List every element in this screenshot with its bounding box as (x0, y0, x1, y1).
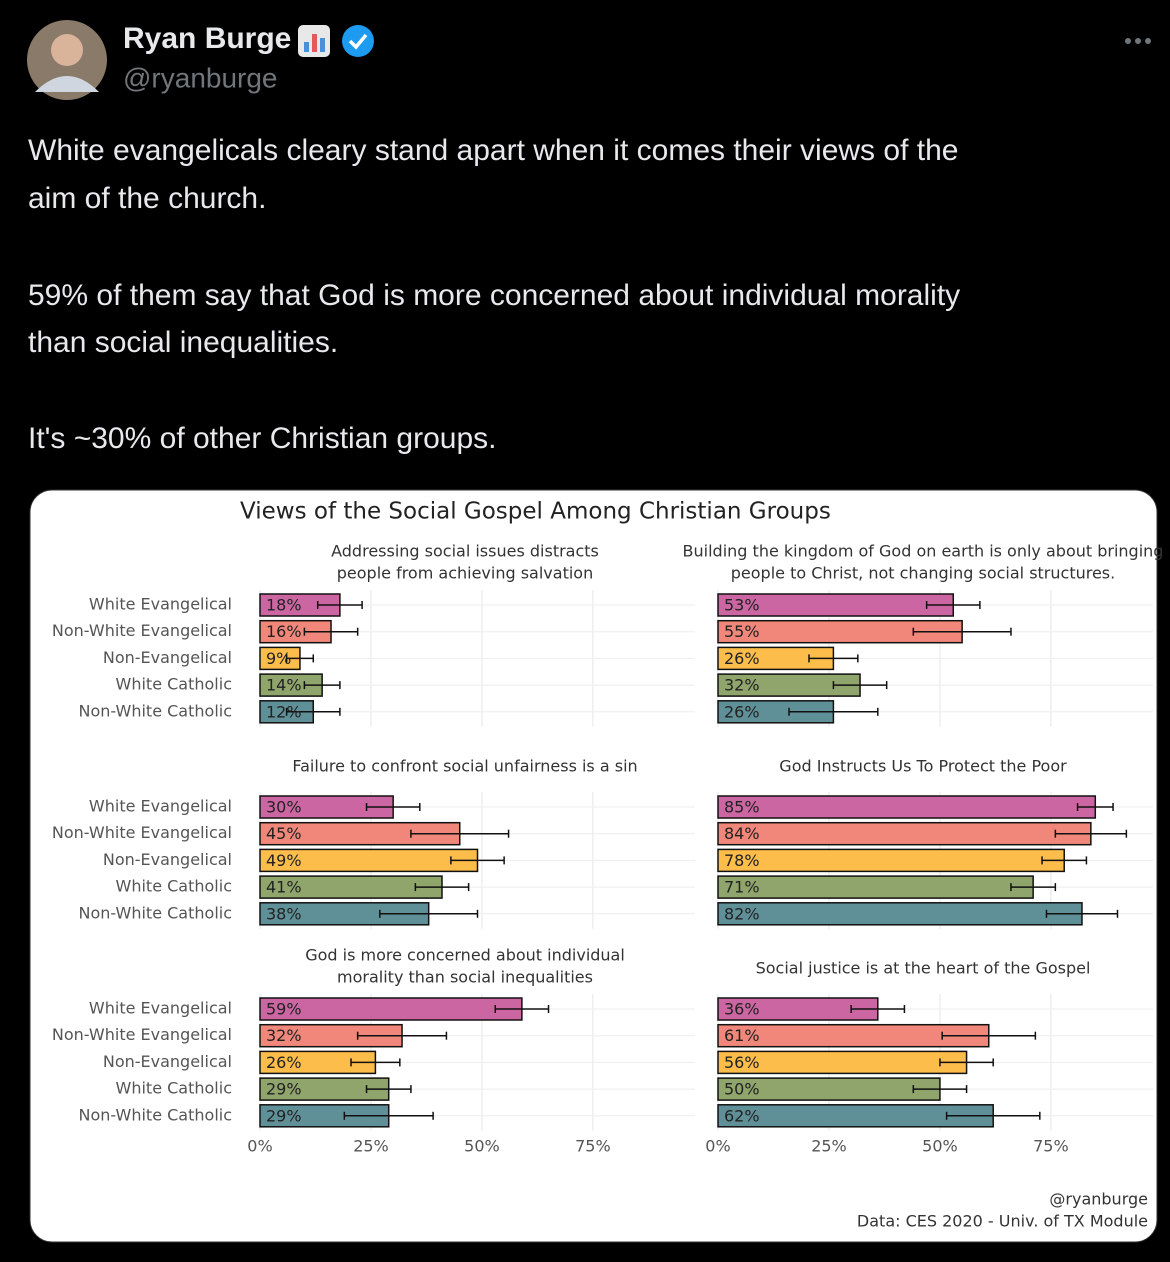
panel-title: people to Christ, not changing social st… (731, 564, 1115, 583)
category-label: White Catholic (116, 877, 232, 896)
bar (717, 902, 1083, 926)
emoji-bar (320, 38, 325, 52)
verified-badge (342, 25, 374, 57)
category-label: Non-White Catholic (79, 701, 233, 720)
avatar-face (51, 34, 83, 66)
category-label: Non-Evangelical (103, 1052, 232, 1071)
author-name[interactable]: Ryan Burge (123, 22, 291, 55)
value-label: 84% (724, 824, 760, 843)
value-label: 55% (724, 622, 760, 641)
category-label: Non-White Evangelical (52, 621, 232, 640)
tweet-text: aim of the church. (28, 182, 266, 215)
figure-title: Views of the Social Gospel Among Christi… (240, 499, 831, 525)
value-label: 9% (266, 649, 291, 668)
tweet-text: 59% of them say that God is more concern… (28, 279, 960, 312)
value-label: 16% (266, 622, 302, 641)
value-label: 82% (724, 904, 760, 923)
category-label: White Evangelical (89, 999, 232, 1018)
value-label: 26% (724, 649, 760, 668)
bar (717, 821, 1092, 846)
x-tick-label: 75% (575, 1137, 611, 1156)
value-label: 32% (266, 1026, 302, 1045)
value-label: 85% (724, 798, 760, 817)
bar (717, 795, 1097, 819)
category-label: Non-White Evangelical (52, 1025, 232, 1044)
value-label: 53% (724, 596, 760, 615)
x-tick-label: 0% (247, 1137, 272, 1156)
x-tick-label: 0% (705, 1137, 730, 1156)
panel-title: God Instructs Us To Protect the Poor (779, 757, 1067, 776)
panel-title: morality than social inequalities (337, 968, 593, 987)
value-label: 62% (724, 1106, 760, 1125)
panel-title: God is more concerned about individual (305, 946, 625, 965)
category-label: White Evangelical (89, 595, 232, 614)
x-tick-label: 25% (353, 1137, 389, 1156)
bar (717, 848, 1065, 873)
tweet-text: than social inequalities. (28, 326, 338, 359)
category-label: Non-White Catholic (79, 903, 233, 922)
panel-title: Failure to confront social unfairness is… (292, 757, 637, 776)
value-label: 29% (266, 1106, 302, 1125)
panel-title: Building the kingdom of God on earth is … (683, 542, 1164, 561)
handle[interactable]: @ryanburge (123, 62, 278, 93)
value-label: 29% (266, 1080, 302, 1099)
x-tick-label: 75% (1033, 1137, 1069, 1156)
value-label: 26% (724, 702, 760, 721)
category-label: Non-Evangelical (103, 648, 232, 667)
value-label: 26% (266, 1053, 302, 1072)
value-label: 71% (724, 878, 760, 897)
value-label: 38% (266, 904, 302, 923)
category-label: White Catholic (116, 675, 232, 694)
tweet-text: White evangelicals cleary stand apart wh… (28, 134, 958, 167)
value-label: 49% (266, 851, 302, 870)
emoji-bar (304, 42, 309, 52)
panel-title: people from achieving salvation (337, 564, 593, 583)
emoji-bar (312, 34, 317, 52)
category-label: White Catholic (116, 1079, 232, 1098)
value-label: 59% (266, 1000, 302, 1019)
value-label: 14% (266, 676, 302, 695)
verified-check (348, 33, 368, 50)
avatar-shirt (35, 76, 99, 92)
x-tick-label: 50% (922, 1137, 958, 1156)
value-label: 61% (724, 1026, 760, 1045)
tweet-text: It's ~30% of other Christian groups. (28, 422, 496, 455)
value-label: 32% (724, 676, 760, 695)
more-menu[interactable] (1125, 38, 1151, 44)
x-tick-label: 25% (811, 1137, 847, 1156)
category-label: Non-White Catholic (79, 1105, 233, 1124)
x-tick-label: 50% (464, 1137, 500, 1156)
value-label: 12% (266, 702, 302, 721)
value-label: 78% (724, 851, 760, 870)
value-label: 56% (724, 1053, 760, 1072)
credit: @ryanburge (1049, 1190, 1148, 1209)
value-label: 41% (266, 878, 302, 897)
category-label: Non-White Evangelical (52, 823, 232, 842)
panel-title: Addressing social issues distracts (331, 542, 599, 561)
value-label: 45% (266, 824, 302, 843)
value-label: 50% (724, 1080, 760, 1099)
category-label: Non-Evangelical (103, 850, 232, 869)
bar (717, 875, 1034, 899)
source: Data: CES 2020 - Univ. of TX Module (857, 1212, 1148, 1231)
panel-title: Social justice is at the heart of the Go… (756, 959, 1091, 978)
value-label: 18% (266, 596, 302, 615)
category-label: White Evangelical (89, 797, 232, 816)
value-label: 36% (724, 1000, 760, 1019)
value-label: 30% (266, 798, 302, 817)
